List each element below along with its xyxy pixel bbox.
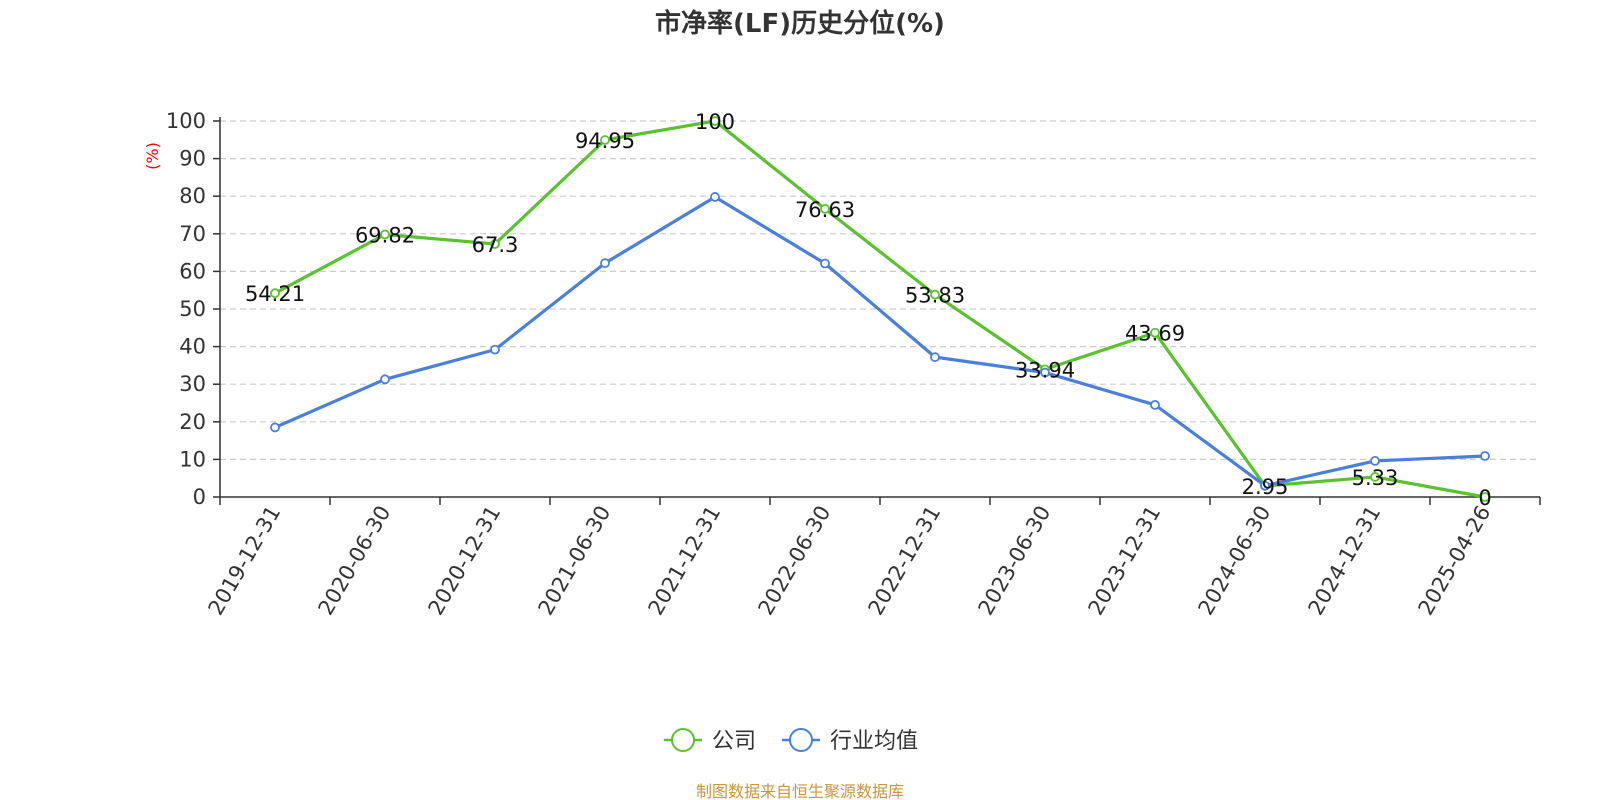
y-tick-label: 100 (166, 109, 206, 133)
data-label: 53.83 (905, 284, 965, 308)
series-point-1[interactable] (600, 258, 610, 269)
y-tick-label: 70 (179, 222, 206, 246)
series-point-0[interactable] (600, 135, 610, 145)
data-label: 76.63 (795, 198, 855, 222)
series-point-1[interactable] (820, 258, 830, 269)
x-tick-label: 2023-06-30 (974, 502, 1056, 620)
y-tick-label: 30 (179, 372, 206, 396)
x-tick-label: 2023-12-31 (1084, 502, 1166, 620)
series-point-1[interactable] (930, 352, 940, 363)
y-tick-label: 40 (179, 335, 206, 359)
y-tick-label: 90 (179, 147, 206, 171)
data-label: 94.95 (575, 129, 635, 153)
grid (220, 120, 1540, 460)
data-label: 2.95 (1242, 475, 1289, 499)
x-tick-label: 2020-06-30 (314, 502, 396, 620)
legend-item-0[interactable]: 公司 (664, 728, 756, 754)
x-tick-label: 2021-12-31 (644, 502, 726, 620)
series-point-0[interactable] (270, 288, 280, 299)
x-tick-label: 2021-06-30 (534, 502, 616, 620)
y-tick-label: 80 (179, 184, 206, 208)
x-tick-label: 2019-12-31 (204, 502, 286, 620)
data-label: 0 (1478, 486, 1491, 510)
series-line-0 (273, 119, 1487, 499)
legend-label: 公司 (712, 729, 756, 754)
series-point-1[interactable] (710, 192, 720, 202)
y-tick-label: 50 (179, 297, 206, 321)
x-tick-label: 2022-12-31 (864, 502, 946, 620)
legend[interactable]: 公司 行业均值 (664, 728, 918, 754)
series-point-0[interactable] (490, 239, 500, 249)
data-label: 33.94 (1015, 358, 1075, 382)
series-point-1[interactable] (1480, 451, 1490, 461)
series-point-0[interactable] (930, 289, 940, 300)
axes: 0 10 20 30 40 50 60 70 80 90 100 2019-12-31 2020-06-… (166, 109, 1541, 620)
data-label: 54.21 (245, 282, 305, 306)
y-tick-label: 60 (179, 259, 206, 283)
data-label: 67.3 (472, 233, 519, 257)
series-point-0[interactable] (1370, 472, 1380, 482)
data-label: 100 (695, 110, 735, 134)
data-label: 5.33 (1352, 466, 1399, 490)
x-tick-label: 2020-12-31 (424, 502, 506, 620)
series-layer (270, 116, 1490, 502)
series-point-0[interactable] (1480, 492, 1490, 502)
x-tick-label: 2025-04-26 (1414, 502, 1496, 620)
series-point-1[interactable] (490, 344, 500, 355)
data-label: 43.69 (1125, 322, 1185, 346)
series-point-1[interactable] (1370, 456, 1380, 466)
series-line-1 (273, 195, 1487, 488)
y-tick-label: 0 (193, 485, 206, 509)
series-point-1[interactable] (270, 422, 280, 433)
series-point-1[interactable] (1260, 480, 1270, 491)
series-point-0[interactable] (820, 203, 830, 214)
chart-title: 市净率(LF)历史分位(%) (655, 8, 945, 39)
series-point-1[interactable] (1040, 367, 1050, 378)
legend-label: 行业均值 (830, 729, 918, 754)
y-axis-label: (%) (143, 142, 162, 170)
series-point-1[interactable] (380, 374, 390, 385)
legend-marker (671, 728, 695, 752)
series-point-0[interactable] (380, 229, 390, 240)
y-tick-label: 10 (179, 447, 206, 471)
series-point-1[interactable] (1150, 399, 1160, 410)
series-point-0[interactable] (710, 116, 720, 126)
y-tick-label: 20 (179, 410, 206, 434)
x-tick-label: 2022-06-30 (754, 502, 836, 620)
source-note: 制图数据来自恒生聚源数据库 (696, 782, 904, 800)
data-labels: 54.21 69.82 67.3 94.95 100 76.63 53.83 33.94 43.… (245, 110, 1492, 510)
series-point-0[interactable] (1150, 327, 1160, 338)
data-label: 69.82 (355, 223, 415, 247)
x-tick-label: 2024-06-30 (1194, 502, 1276, 620)
legend-item-1[interactable]: 行业均值 (782, 728, 918, 754)
x-tick-label: 2024-12-31 (1304, 502, 1386, 620)
legend-marker (789, 728, 813, 752)
